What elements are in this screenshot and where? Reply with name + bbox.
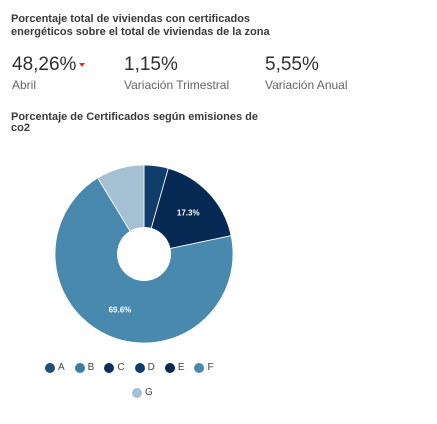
donut-hole <box>117 227 171 281</box>
legend-label-E: E <box>177 362 185 373</box>
legend-label-B: B <box>87 362 95 373</box>
kpi-quarterly: 1,15% Variación Trimestral <box>124 54 229 92</box>
kpi-monthly: 48,26% Abril <box>12 54 86 92</box>
legend-item-C[interactable]: C <box>104 362 125 373</box>
chart-title: Porcentaje de Certificados según emision… <box>11 112 258 134</box>
legend-label-A: A <box>58 362 65 373</box>
kpi-quarterly-label: Variación Trimestral <box>124 78 230 92</box>
legend-dot-icon <box>104 362 115 373</box>
legend-item-G[interactable]: G <box>132 387 153 398</box>
legend-dot-icon <box>134 362 145 373</box>
kpi-monthly-label: Abril <box>12 78 37 92</box>
slice-E[interactable] <box>143 167 232 255</box>
kpi-annual-value: 5,55% <box>265 54 319 75</box>
chart-title-line2: co2 <box>11 122 30 134</box>
kpi-title-line1: Porcentaje total de viviendas con certif… <box>11 13 251 25</box>
legend-dot-icon <box>164 362 175 373</box>
legend-item-B[interactable]: B <box>74 362 95 373</box>
chart-legend: A B C D E F <box>45 362 214 373</box>
legend-item-A[interactable]: A <box>45 362 65 373</box>
legend-dot-icon <box>194 362 205 373</box>
legend-item-D[interactable]: D <box>134 362 155 373</box>
data-label-F: 69.6% <box>109 306 132 315</box>
kpi-title: Porcentaje total de viviendas con certif… <box>11 13 270 39</box>
legend-item-F[interactable]: F <box>194 362 214 373</box>
trend-down-icon <box>79 63 86 67</box>
legend-item-E[interactable]: E <box>164 362 185 373</box>
chart-title-line1: Porcentaje de Certificados según emision… <box>11 111 258 123</box>
legend-label-D: D <box>147 362 155 373</box>
kpi-quarterly-value: 1,15% <box>124 54 178 75</box>
kpi-title-line2: energéticos sobre el total de viviendas … <box>11 26 270 38</box>
kpi-monthly-value: 48,26% <box>12 54 77 75</box>
kpi-annual-label: Variación Anual <box>265 78 348 92</box>
legend-dot-icon <box>45 362 55 373</box>
data-label-E: 17.3% <box>177 209 200 218</box>
legend-label-C: C <box>117 362 125 373</box>
legend-label-G: G <box>145 387 153 398</box>
legend-dot-icon <box>74 362 85 373</box>
legend-dot-icon <box>132 387 142 398</box>
legend-label-F: F <box>207 362 214 373</box>
chart-legend-row-2: G <box>132 387 153 398</box>
kpi-annual: 5,55% Variación Anual <box>265 54 348 92</box>
